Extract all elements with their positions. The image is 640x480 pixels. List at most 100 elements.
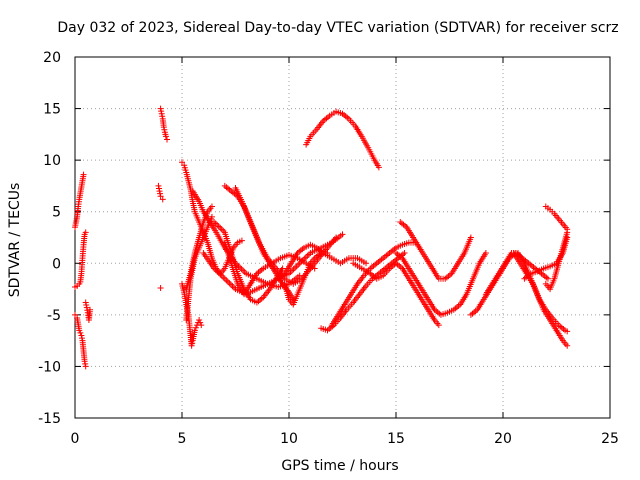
x-tick-label: 5 [178, 431, 187, 447]
data-point [82, 229, 89, 236]
series-s19 [281, 249, 331, 308]
x-tick-label: 15 [387, 431, 405, 447]
x-axis-label: GPS time / hours [281, 458, 398, 474]
y-tick-label: -15 [38, 411, 61, 427]
x-tick-label: 20 [494, 431, 512, 447]
series-s9 [179, 280, 205, 349]
y-axis-label: SDTVAR / TECUs [7, 183, 23, 298]
data-point [76, 327, 83, 334]
x-tick-label: 0 [71, 431, 80, 447]
data-point [224, 278, 231, 285]
data-point [223, 277, 230, 284]
plot-frame [74, 56, 611, 419]
data-point [158, 108, 165, 115]
data-point [295, 261, 302, 268]
data-point [157, 193, 164, 200]
series-s4 [82, 299, 93, 324]
data-point [81, 358, 88, 365]
data-point [78, 335, 85, 342]
data-point [82, 360, 89, 367]
data-point [83, 302, 90, 309]
data-point [208, 203, 215, 210]
data-point [339, 231, 346, 238]
data-point [162, 133, 169, 140]
data-point [158, 110, 165, 117]
data-point [218, 226, 225, 233]
data-point [227, 281, 234, 288]
data-point [467, 234, 474, 241]
data-point [229, 283, 236, 290]
data-point [196, 317, 203, 324]
data-point [157, 285, 164, 292]
series-s11 [183, 213, 215, 324]
data-point [157, 190, 164, 197]
series-s5 [155, 182, 166, 203]
y-tick-label: 10 [43, 153, 61, 169]
data-point [164, 136, 171, 143]
data-point [226, 280, 233, 287]
data-point [375, 164, 382, 171]
data-point [304, 252, 311, 259]
data-point [293, 263, 300, 270]
data-point [198, 322, 205, 329]
data-point [191, 327, 198, 334]
data-point [159, 113, 166, 120]
y-tick-label: 15 [43, 102, 61, 118]
data-point [83, 304, 90, 311]
y-tick-label: -5 [47, 308, 61, 324]
series-s21 [318, 249, 408, 334]
data-point [401, 249, 408, 256]
data-point [482, 249, 489, 256]
data-point [159, 196, 166, 203]
data-point [80, 171, 87, 178]
data-point [240, 267, 247, 274]
series-s24 [393, 249, 489, 318]
series-s7 [157, 285, 164, 292]
data-point [197, 319, 204, 326]
data-point [564, 328, 571, 335]
series-s6 [157, 105, 171, 143]
data-point [161, 126, 168, 133]
data-point [220, 274, 227, 281]
data-point [311, 265, 318, 272]
data-series [72, 105, 571, 370]
chart-title: Day 032 of 2023, Sidereal Day-to-day VTE… [57, 20, 618, 36]
y-tick-label: -10 [38, 359, 61, 375]
series-s25 [397, 219, 474, 282]
data-point [564, 342, 571, 349]
data-point [544, 275, 551, 282]
data-point [179, 159, 185, 166]
data-point [82, 299, 89, 306]
data-point [72, 311, 78, 318]
data-point [192, 324, 199, 331]
series-s31 [542, 203, 571, 233]
series-s30 [542, 229, 571, 293]
series-s2 [72, 229, 89, 291]
y-tick-label: 0 [52, 256, 61, 272]
data-point [217, 224, 224, 231]
data-point [86, 306, 93, 313]
series-s1 [72, 171, 87, 231]
data-point [78, 332, 85, 339]
data-point [279, 265, 286, 272]
y-tick-label: 5 [52, 205, 61, 221]
series-s3 [72, 311, 89, 370]
data-point [208, 213, 215, 220]
series-s17 [221, 239, 318, 298]
data-point [160, 124, 167, 131]
y-tick-label: 20 [43, 50, 61, 66]
data-point [363, 260, 370, 267]
series-s22 [328, 239, 419, 329]
data-point [435, 322, 442, 329]
data-point [155, 185, 162, 192]
data-point [292, 264, 299, 271]
data-point [238, 237, 245, 244]
data-point [333, 234, 340, 241]
series-s20 [303, 108, 382, 171]
data-point [221, 275, 228, 282]
series-s23 [350, 260, 442, 329]
data-point [157, 105, 164, 112]
data-point [188, 342, 195, 349]
series-s18 [275, 241, 370, 282]
